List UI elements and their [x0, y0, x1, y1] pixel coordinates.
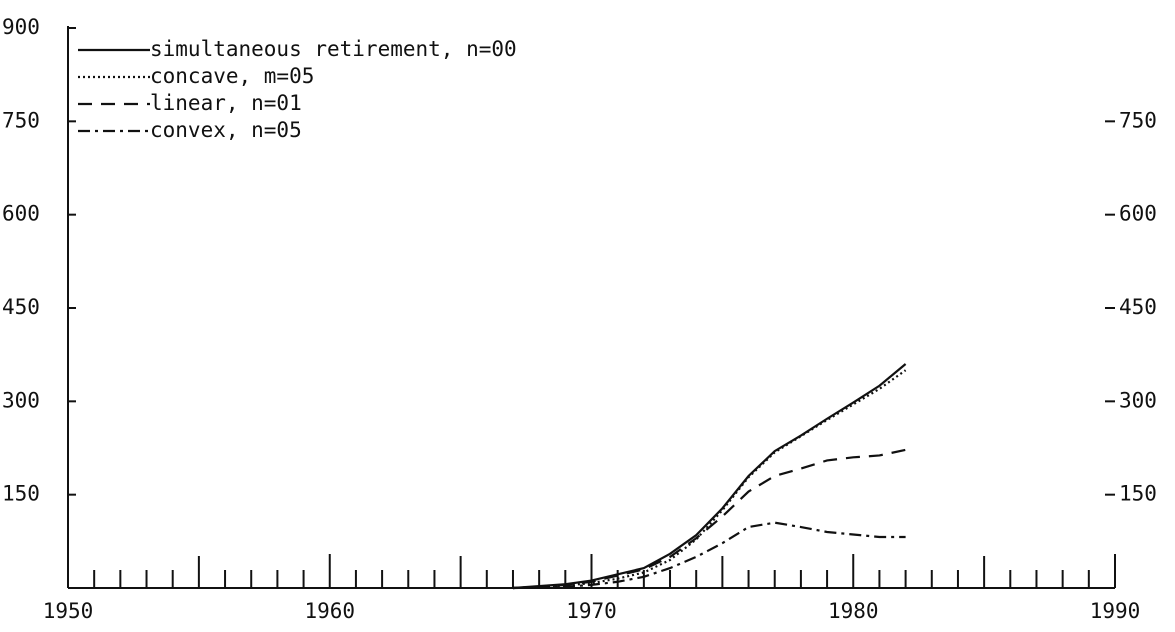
y2-tick-label: 300 — [1119, 388, 1157, 412]
y2-tick-label: 750 — [1119, 108, 1157, 132]
legend-label: simultaneous retirement, n=00 — [150, 37, 517, 61]
series-line — [512, 448, 906, 590]
y2-tick-label: 450 — [1119, 295, 1157, 319]
y-tick-label: 150 — [2, 482, 40, 506]
y2-tick-label: 150 — [1119, 482, 1157, 506]
y2-tick-label: 600 — [1119, 202, 1157, 226]
series-line — [512, 369, 907, 590]
legend-label: linear, n=01 — [150, 91, 302, 115]
x-tick-label: 1980 — [828, 599, 879, 623]
y-tick-label: 450 — [2, 295, 40, 319]
legend-label: concave, m=05 — [150, 64, 314, 88]
y-tick-label: 600 — [2, 202, 40, 226]
legend-label: convex, n=05 — [150, 118, 302, 142]
series-line — [512, 363, 907, 590]
x-tick-label: 1990 — [1090, 599, 1141, 623]
y-tick-label: 300 — [2, 388, 40, 412]
y-tick-label: 750 — [2, 108, 40, 132]
x-tick-label: 1960 — [304, 599, 355, 623]
series-line — [512, 521, 906, 590]
x-tick-label: 1970 — [566, 599, 617, 623]
x-tick-label: 1950 — [43, 599, 94, 623]
y-tick-label: 900 — [2, 15, 40, 39]
